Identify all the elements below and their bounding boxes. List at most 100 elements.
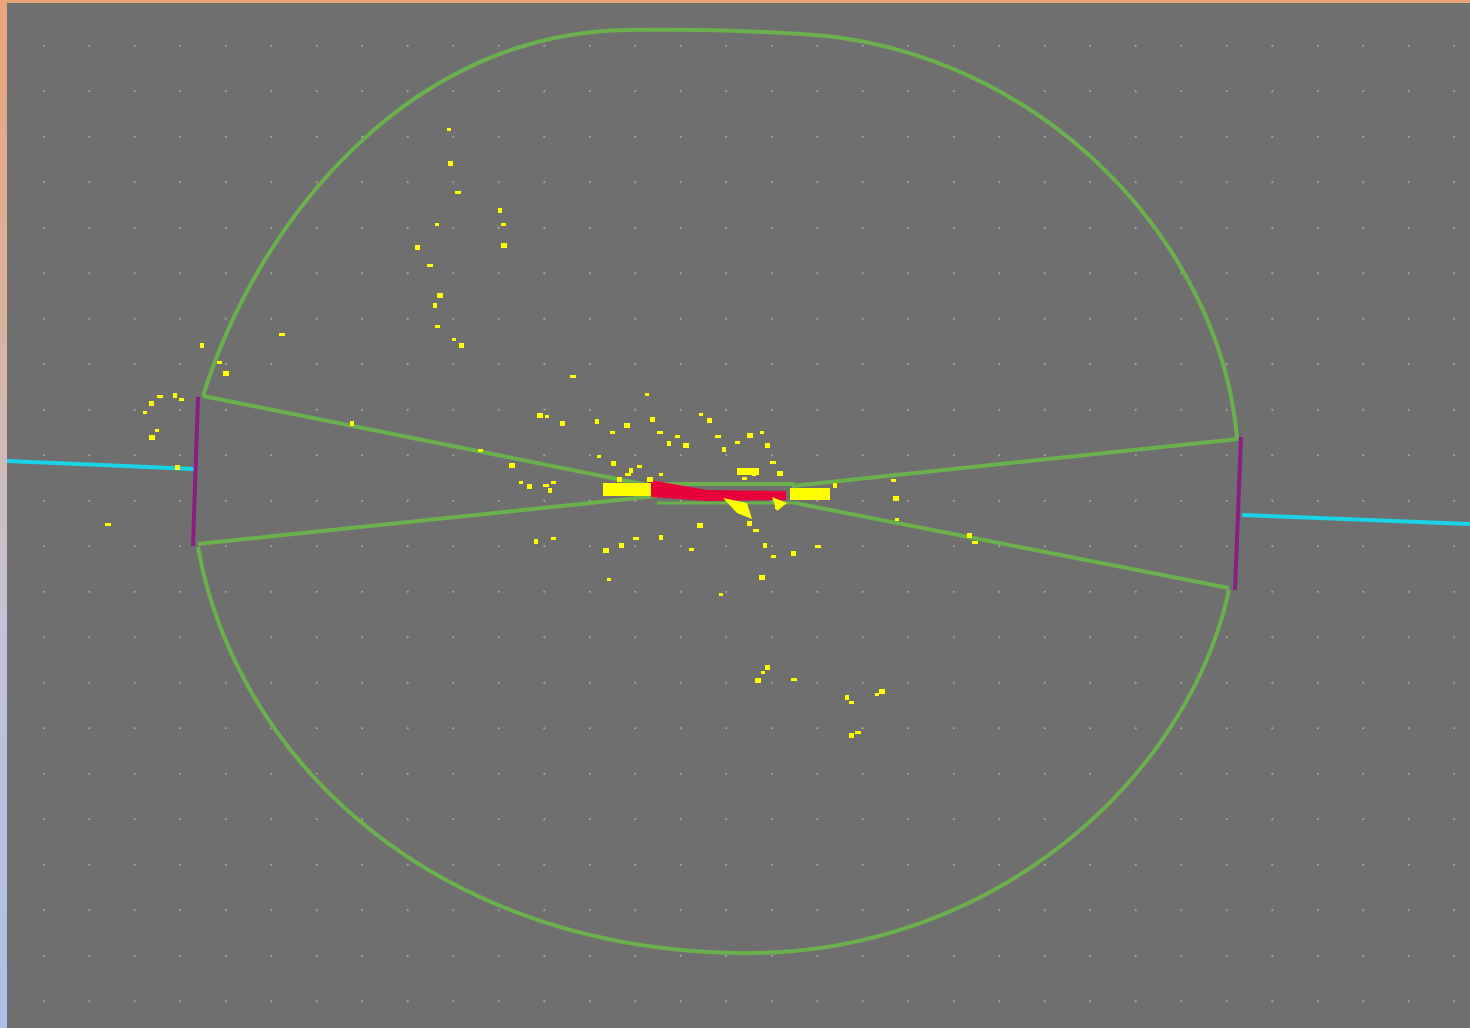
hit-dot [629, 468, 633, 473]
hit-dot [501, 243, 507, 248]
hit-dot [607, 578, 611, 581]
hit-dot [619, 543, 624, 548]
hit-dot [105, 523, 111, 526]
hit-dot [537, 413, 543, 418]
hit-dot [570, 375, 576, 378]
hit-dot [707, 418, 712, 423]
hit-dot [742, 477, 747, 480]
hit-dot [415, 245, 420, 250]
hit-dot [455, 191, 461, 194]
hit-dot [765, 443, 770, 448]
hit-dot [972, 541, 978, 544]
wedge-line-lower-right [794, 501, 1230, 590]
hit-dot [611, 461, 616, 466]
hit-dot [223, 371, 229, 376]
hit-dot [747, 433, 753, 438]
hit-dot [543, 484, 549, 487]
hit-dot [967, 533, 972, 538]
hit-dot [534, 539, 538, 544]
hit-dot [509, 463, 515, 468]
hit-dot [155, 429, 159, 432]
wedge-line-upper-right [791, 437, 1239, 488]
hit-dot [879, 689, 885, 694]
hit-dot [765, 665, 770, 670]
hit-dot [625, 473, 631, 476]
hit-dot [501, 223, 506, 226]
hit-dots [105, 128, 978, 738]
hit-dot [279, 333, 285, 336]
hit-dot [895, 518, 899, 521]
hit-dot [498, 208, 502, 213]
hit-dot [791, 551, 796, 556]
hit-dot [777, 471, 783, 476]
hit-dot [747, 521, 752, 526]
hit-dot [143, 411, 147, 414]
core-track [648, 479, 786, 502]
hit-dot [759, 575, 765, 580]
hit-dot [891, 479, 896, 482]
hit-dot [548, 488, 552, 493]
hit-dot [610, 431, 615, 434]
hit-dot [719, 593, 723, 596]
detector-boundary-top [201, 27, 1239, 440]
hit-dot [667, 441, 671, 446]
event-display-viewport[interactable] [7, 3, 1470, 1028]
hit-dot [683, 443, 689, 448]
hit-dot [149, 401, 154, 406]
beam-line-right [1241, 513, 1470, 526]
hit-dot [597, 455, 601, 458]
hit-dot [755, 678, 761, 683]
hit-dot [551, 481, 556, 484]
hit-dot [179, 398, 184, 401]
hit-dot [478, 449, 483, 452]
hit-dot [689, 548, 694, 551]
hit-dot [435, 325, 440, 328]
hit-dot [715, 435, 721, 438]
hit-dot [650, 417, 655, 422]
wedge-line-upper-left [202, 394, 653, 488]
beam-line-left [7, 459, 195, 471]
hit-dot [771, 555, 776, 558]
hit-dot [855, 731, 861, 734]
hit-dot [217, 361, 222, 364]
hit-dot [551, 537, 556, 540]
hit-dot [815, 545, 821, 548]
hit-dot [175, 465, 180, 470]
hit-dot [433, 303, 437, 308]
hit-dot [437, 293, 443, 298]
hit-dot [157, 395, 163, 398]
end-cap-right [1233, 436, 1243, 591]
hit-dot [435, 223, 439, 226]
hit-markers [603, 468, 830, 519]
hit-dot [761, 671, 765, 674]
hit-dot [447, 128, 451, 131]
hit-dot [849, 733, 854, 738]
hit-dot [752, 471, 756, 476]
hit-dot [735, 441, 740, 444]
hit-dot [427, 264, 433, 267]
hit-dot [775, 506, 779, 509]
hit-dot [675, 435, 680, 438]
hit-dot [697, 523, 703, 528]
hit-dot [545, 415, 549, 418]
end-cap-left [191, 396, 200, 547]
hit-dot [763, 543, 767, 548]
hit-dot [617, 477, 622, 482]
hit-dot [659, 473, 663, 476]
detector-boundary-bottom [196, 546, 1231, 956]
hit-dot [753, 529, 759, 532]
event-display-canvas[interactable] [7, 3, 1470, 1028]
hit-dot [849, 701, 854, 704]
hit-dot [173, 393, 177, 398]
wedge-line-lower-left [197, 494, 658, 546]
hit-dot [699, 413, 703, 416]
hit-dot [200, 343, 204, 348]
hit-dot [812, 488, 817, 491]
hit-dot [519, 481, 523, 484]
hit-dot [459, 343, 464, 348]
hit-dot [527, 484, 532, 489]
hit-dot [659, 535, 663, 540]
hit-dot [770, 461, 776, 464]
hit-dot [657, 431, 663, 434]
